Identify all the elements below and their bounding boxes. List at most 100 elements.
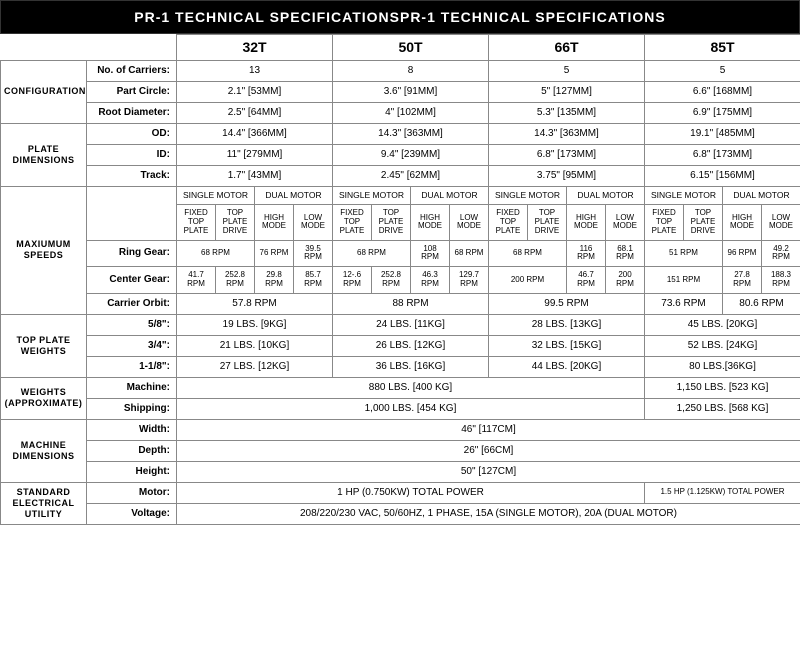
row-label: 1-1/8": [87, 356, 177, 377]
cell: 5 [645, 60, 800, 81]
row-label: Height: [87, 461, 177, 482]
row-label: Depth: [87, 440, 177, 461]
cell: 1.5 HP (1.125KW) TOTAL POWER [645, 482, 800, 503]
cell: 13 [177, 60, 333, 81]
title-bar: PR-1 TECHNICAL SPECIFICATIONSPR-1 TECHNI… [0, 0, 800, 34]
row-label: Shipping: [87, 398, 177, 419]
row-label: 5/8": [87, 314, 177, 335]
row-label: Machine: [87, 377, 177, 398]
cell: 41.7 RPM [177, 267, 216, 294]
cell: 11" [279MM] [177, 144, 333, 165]
row-label: ID: [87, 144, 177, 165]
cell: 46.3 RPM [411, 267, 450, 294]
cell: 68 RPM [450, 240, 489, 267]
cell: 28 LBS. [13KG] [489, 314, 645, 335]
model-head: 50T [333, 35, 489, 61]
speed-subhead: LOW MODE [294, 205, 333, 240]
cell: 68 RPM [489, 240, 567, 267]
cell: 4" [102MM] [333, 102, 489, 123]
cell: 88 RPM [333, 293, 489, 314]
cell: 39.5 RPM [294, 240, 333, 267]
cell: 36 LBS. [16KG] [333, 356, 489, 377]
speed-subhead: TOP PLATE DRIVE [372, 205, 411, 240]
cell: 208/220/230 VAC, 50/60HZ, 1 PHASE, 15A (… [177, 503, 800, 524]
section-electrical: STANDARD ELECTRICAL UTILITY [1, 482, 87, 524]
cell: 76 RPM [255, 240, 294, 267]
cell: 3.6" [91MM] [333, 81, 489, 102]
row-label: Track: [87, 165, 177, 186]
cell: 46" [117CM] [177, 419, 800, 440]
cell: 108 RPM [411, 240, 450, 267]
motor-head: SINGLE MOTOR [333, 186, 411, 204]
cell: 21 LBS. [10KG] [177, 335, 333, 356]
row-label: OD: [87, 123, 177, 144]
row-label: Voltage: [87, 503, 177, 524]
row-label: Ring Gear: [87, 240, 177, 267]
cell: 129.7 RPM [450, 267, 489, 294]
cell: 5.3" [135MM] [489, 102, 645, 123]
cell: 200 RPM [606, 267, 645, 294]
cell: 68 RPM [177, 240, 255, 267]
motor-head: DUAL MOTOR [411, 186, 489, 204]
motor-head: DUAL MOTOR [567, 186, 645, 204]
cell: 27.8 RPM [723, 267, 762, 294]
speed-subhead: HIGH MODE [411, 205, 450, 240]
cell: 57.8 RPM [177, 293, 333, 314]
cell: 27 LBS. [12KG] [177, 356, 333, 377]
cell: 68 RPM [333, 240, 411, 267]
speed-subhead: TOP PLATE DRIVE [216, 205, 255, 240]
row-label: Center Gear: [87, 267, 177, 294]
cell: 19.1" [485MM] [645, 123, 800, 144]
section-plate-dims: PLATE DIMENSIONS [1, 123, 87, 186]
cell: 6.15" [156MM] [645, 165, 800, 186]
cell: 6.9" [175MM] [645, 102, 800, 123]
cell: 1,150 LBS. [523 KG] [645, 377, 800, 398]
cell: 24 LBS. [11KG] [333, 314, 489, 335]
row-label: Motor: [87, 482, 177, 503]
speed-subhead: LOW MODE [606, 205, 645, 240]
cell: 52 LBS. [24KG] [645, 335, 800, 356]
cell: 99.5 RPM [489, 293, 645, 314]
motor-head: DUAL MOTOR [723, 186, 800, 204]
motor-head: SINGLE MOTOR [489, 186, 567, 204]
cell: 188.3 RPM [762, 267, 800, 294]
cell: 29.8 RPM [255, 267, 294, 294]
cell: 6.8" [173MM] [489, 144, 645, 165]
section-mach-dims: MACHINE DIMENSIONS [1, 419, 87, 482]
row-label: 3/4": [87, 335, 177, 356]
cell: 14.4" [366MM] [177, 123, 333, 144]
cell: 2.1" [53MM] [177, 81, 333, 102]
speed-subhead: LOW MODE [762, 205, 800, 240]
cell: 1.7" [43MM] [177, 165, 333, 186]
model-head: 66T [489, 35, 645, 61]
section-speeds: MAXIUMUM SPEEDS [1, 186, 87, 314]
model-head: 85T [645, 35, 800, 61]
row-label: Width: [87, 419, 177, 440]
cell: 6.6" [168MM] [645, 81, 800, 102]
cell: 3.75" [95MM] [489, 165, 645, 186]
speed-subhead: TOP PLATE DRIVE [528, 205, 567, 240]
cell: 5" [127MM] [489, 81, 645, 102]
cell: 14.3" [363MM] [489, 123, 645, 144]
cell: 80.6 RPM [723, 293, 800, 314]
speed-subhead: FIXED TOP PLATE [645, 205, 684, 240]
cell: 151 RPM [645, 267, 723, 294]
cell: 1,000 LBS. [454 KG] [177, 398, 645, 419]
cell: 6.8" [173MM] [645, 144, 800, 165]
motor-head: DUAL MOTOR [255, 186, 333, 204]
section-weights: WEIGHTS (APPROXIMATE) [1, 377, 87, 419]
cell: 8 [333, 60, 489, 81]
speed-subhead: TOP PLATE DRIVE [684, 205, 723, 240]
cell: 1 HP (0.750KW) TOTAL POWER [177, 482, 645, 503]
speed-subhead: HIGH MODE [567, 205, 606, 240]
cell: 32 LBS. [15KG] [489, 335, 645, 356]
cell: 9.4" [239MM] [333, 144, 489, 165]
row-label: Part Circle: [87, 81, 177, 102]
speed-subhead: FIXED TOP PLATE [177, 205, 216, 240]
cell: 2.45" [62MM] [333, 165, 489, 186]
row-label: No. of Carriers: [87, 60, 177, 81]
cell: 96 RPM [723, 240, 762, 267]
cell: 26" [66CM] [177, 440, 800, 461]
cell: 49.2 RPM [762, 240, 800, 267]
row-label: Root Diameter: [87, 102, 177, 123]
